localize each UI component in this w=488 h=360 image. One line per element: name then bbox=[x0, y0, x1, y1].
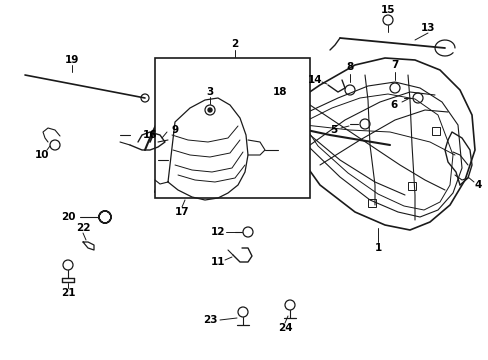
Text: 17: 17 bbox=[174, 207, 189, 217]
Text: 5: 5 bbox=[330, 125, 337, 135]
Bar bbox=[407, 182, 415, 190]
Text: 22: 22 bbox=[76, 223, 90, 233]
Text: 16: 16 bbox=[142, 130, 157, 140]
Text: 15: 15 bbox=[380, 5, 394, 15]
Circle shape bbox=[207, 108, 212, 112]
Text: 2: 2 bbox=[231, 39, 238, 49]
Text: 18: 18 bbox=[272, 87, 286, 97]
Bar bbox=[155, 58, 309, 198]
Bar bbox=[367, 199, 375, 207]
Text: 19: 19 bbox=[65, 55, 79, 65]
Text: 8: 8 bbox=[346, 62, 353, 72]
Text: 12: 12 bbox=[210, 227, 225, 237]
Text: 7: 7 bbox=[390, 60, 398, 70]
Text: 13: 13 bbox=[420, 23, 434, 33]
Text: 20: 20 bbox=[61, 212, 75, 222]
Text: 4: 4 bbox=[473, 180, 481, 190]
Text: 9: 9 bbox=[171, 125, 178, 135]
Text: 10: 10 bbox=[35, 150, 49, 160]
Text: 21: 21 bbox=[61, 288, 75, 298]
Text: 11: 11 bbox=[210, 257, 225, 267]
Text: 14: 14 bbox=[307, 75, 322, 85]
Text: 3: 3 bbox=[206, 87, 213, 97]
Text: 24: 24 bbox=[277, 323, 292, 333]
Text: 23: 23 bbox=[203, 315, 217, 325]
Text: 1: 1 bbox=[374, 243, 381, 253]
Bar bbox=[431, 127, 439, 135]
Text: 6: 6 bbox=[389, 100, 397, 110]
